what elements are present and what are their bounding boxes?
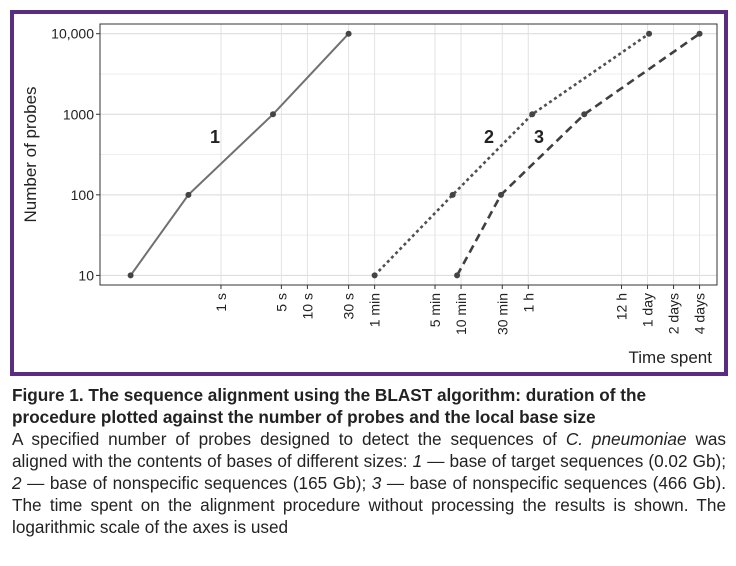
caption-text: A specified number of probes designed to…	[12, 429, 566, 449]
caption-italic-text: 3	[371, 473, 382, 493]
y-tick-label: 100	[71, 187, 95, 203]
series-2-point	[529, 111, 536, 118]
caption-italic-text: 2	[12, 473, 22, 493]
caption-text: was aligned with the contents of bases o…	[12, 429, 727, 471]
x-tick-label: 1 s	[213, 293, 229, 312]
series-2-point	[449, 191, 456, 198]
series-1-label: 1	[210, 127, 220, 147]
series-2-label: 2	[484, 127, 494, 147]
x-tick-label: 2 days	[666, 293, 682, 334]
y-tick-label: 1000	[63, 106, 94, 122]
x-tick-label: 30 min	[494, 293, 510, 335]
x-tick-label: 12 h	[614, 293, 630, 320]
caption-italic-text: C. pneumoniae	[565, 429, 687, 449]
caption-body: A specified number of probes designed to…	[12, 428, 726, 538]
series-2-point	[646, 30, 653, 37]
series-1-line	[129, 33, 350, 276]
caption-text: — base of target sequences (0.02 Gb);	[422, 451, 726, 471]
series-1-point	[127, 272, 134, 279]
series-1-point	[269, 111, 276, 118]
y-tick-label: 10	[78, 267, 94, 283]
caption-italic-text: 1	[412, 451, 423, 471]
x-tick-label: 5 s	[273, 293, 289, 312]
x-tick-label: 10 s	[299, 293, 315, 319]
chart-frame: 10 100 1000 10,000 1 s 5 s 10 s 30 s 1 min 5 min 1…	[10, 10, 728, 376]
x-tick-label: 30 s	[341, 293, 357, 319]
plot-border	[99, 23, 718, 286]
series-1-point	[345, 30, 352, 37]
x-tick-label: 1 day	[640, 293, 656, 327]
series-3-point	[454, 272, 461, 279]
series-3-label: 3	[534, 127, 544, 147]
blast-chart: 10 100 1000 10,000 1 s 5 s 10 s 30 s 1 min 5 min 1…	[21, 23, 718, 367]
x-tick-label: 1 min	[367, 293, 383, 327]
y-tick-label: 10,000	[51, 26, 94, 42]
caption-text: — base of nonspecific sequences (466 Gb)…	[12, 473, 726, 537]
x-axis-title: Time spent	[629, 348, 713, 367]
x-tick-label: 4 days	[692, 293, 708, 334]
caption-text: — base of nonspecific sequences (165 Gb)…	[21, 473, 372, 493]
series-1-point	[185, 191, 192, 198]
series-2-line	[373, 32, 650, 277]
x-tick-label: 1 h	[520, 293, 536, 312]
series-3-point	[581, 111, 588, 118]
series-3-point	[696, 30, 703, 37]
x-tick-label: 10 min	[453, 293, 469, 335]
series-3-line	[455, 32, 701, 277]
figure-caption: Figure 1. The sequence alignment using t…	[12, 384, 726, 538]
series-2-point	[371, 272, 378, 279]
series-3-point	[497, 191, 504, 198]
x-tick-label: 5 min	[427, 293, 443, 327]
caption-title: Figure 1. The sequence alignment using t…	[12, 385, 647, 427]
y-axis-title: Number of probes	[21, 86, 40, 222]
